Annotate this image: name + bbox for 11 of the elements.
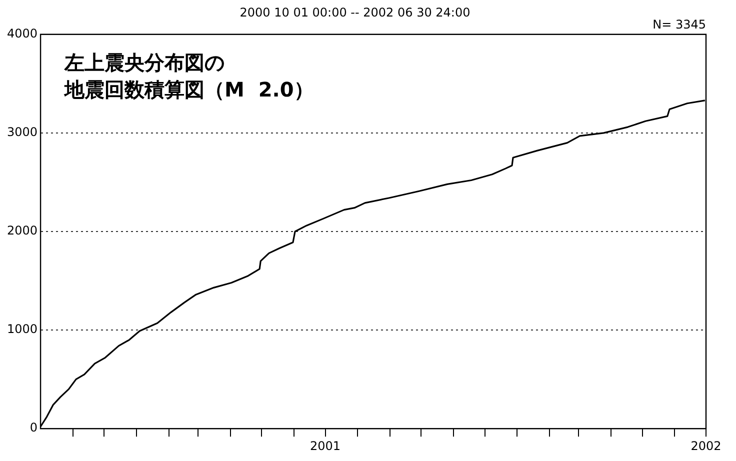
y-tick-label: 4000 bbox=[6, 26, 38, 41]
x-tick-label: 2002 bbox=[690, 438, 722, 453]
text: N= 3345 bbox=[652, 18, 706, 32]
y-tick-label: 1000 bbox=[6, 322, 38, 336]
x-tick-label: 2001 bbox=[310, 438, 341, 453]
y-tick-label: 3000 bbox=[6, 125, 38, 140]
y-tick-label: 2000 bbox=[6, 224, 38, 238]
annotation: 左上震央分布図の bbox=[64, 50, 225, 75]
y-tick-label: 0 bbox=[30, 420, 38, 435]
annotation: 地震回数積算図（M 2.0） bbox=[64, 78, 314, 102]
chart-title: 2000 10 01 00:00 -- 2002 06 30 24:00 bbox=[240, 5, 470, 20]
